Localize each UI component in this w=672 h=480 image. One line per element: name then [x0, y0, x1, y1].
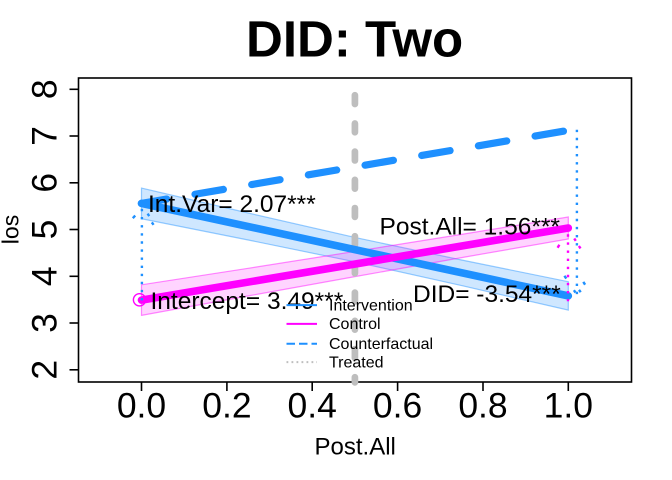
- svg-text:0.4: 0.4: [288, 386, 337, 426]
- svg-text:Post.All= 1.56***: Post.All= 1.56***: [380, 214, 561, 241]
- svg-text:Treated: Treated: [329, 354, 384, 371]
- svg-text:2: 2: [24, 360, 64, 380]
- svg-text:6: 6: [24, 173, 64, 193]
- svg-text:1.0: 1.0: [544, 386, 593, 426]
- svg-text:5: 5: [24, 220, 64, 240]
- svg-text:Intercept= 3.49***: Intercept= 3.49***: [151, 288, 344, 315]
- svg-text:Counterfactual: Counterfactual: [329, 336, 433, 353]
- svg-text:Int.Var= 2.07***: Int.Var= 2.07***: [148, 191, 316, 218]
- svg-text:0.8: 0.8: [458, 386, 507, 426]
- svg-text:7: 7: [24, 126, 64, 146]
- svg-text:Post.All: Post.All: [315, 434, 396, 461]
- svg-text:0.6: 0.6: [373, 386, 422, 426]
- svg-text:DID= -3.54***: DID= -3.54***: [413, 281, 561, 308]
- svg-text:Control: Control: [329, 316, 381, 333]
- svg-text:Intervention: Intervention: [329, 297, 413, 314]
- svg-text:0.0: 0.0: [117, 386, 166, 426]
- svg-text:0.2: 0.2: [202, 386, 251, 426]
- svg-text:los: los: [0, 215, 24, 244]
- svg-text:3: 3: [24, 313, 64, 333]
- svg-text:8: 8: [24, 79, 64, 99]
- svg-text:DID: Two: DID: Two: [246, 11, 463, 68]
- svg-text:4: 4: [24, 266, 64, 286]
